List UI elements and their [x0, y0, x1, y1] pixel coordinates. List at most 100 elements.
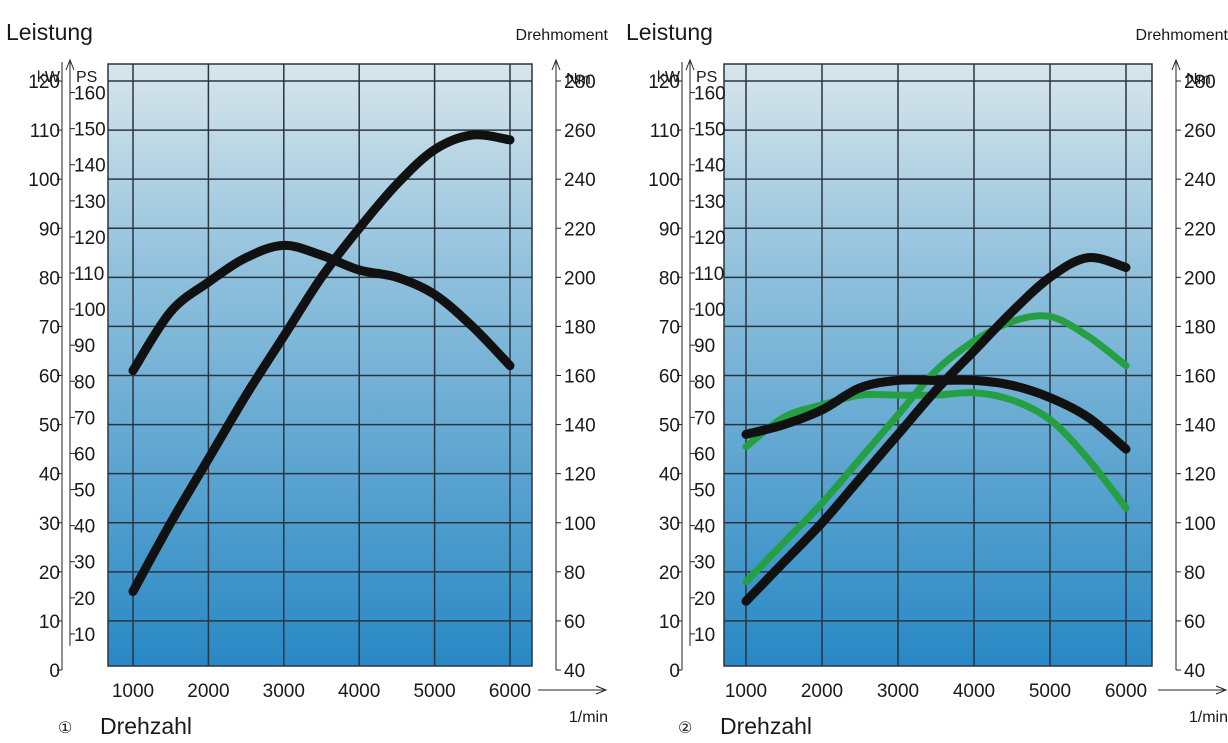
nm-tick-label: 80 [564, 563, 585, 584]
x-tick-label: 2000 [801, 681, 843, 702]
x-unit: 1/min [569, 709, 608, 726]
nm-tick-label: 120 [1184, 465, 1216, 486]
ps-tick-label: 130 [694, 192, 726, 213]
nm-unit: Nm [1186, 71, 1211, 88]
ps-tick-label: 140 [694, 156, 726, 177]
nm-tick-label: 100 [1184, 514, 1216, 535]
nm-tick-label: 80 [1184, 563, 1205, 584]
ps-arrow-icon [685, 58, 695, 71]
kw-tick-label: 110 [30, 121, 60, 142]
x-unit: 1/min [1189, 709, 1228, 726]
kw-tick-label: 10 [659, 612, 680, 633]
x-tick-label: 6000 [489, 681, 531, 702]
ps-tick-label: 80 [74, 372, 95, 393]
ps-tick-label: 90 [74, 336, 95, 357]
nm-tick-label: 120 [564, 465, 596, 486]
ps-tick-label: 30 [74, 553, 95, 574]
x-tick-label: 6000 [1105, 681, 1147, 702]
kw-tick-label: 50 [659, 416, 680, 437]
nm-tick-label: 180 [1184, 317, 1216, 338]
title-right: Drehmoment [516, 27, 609, 44]
ps-tick-label: 120 [74, 228, 106, 249]
x-tick-label: 1000 [112, 681, 154, 702]
ps-tick-label: 60 [74, 444, 95, 465]
kw-tick-label: 30 [39, 514, 60, 535]
series-black-torque-line [128, 240, 515, 376]
kw-tick-label: 50 [39, 416, 60, 437]
kw-tick-label: 40 [659, 465, 680, 486]
nm-tick-label: 240 [1184, 170, 1216, 191]
x-tick-label: 2000 [187, 681, 229, 702]
nm-tick-label: 60 [564, 612, 585, 633]
ps-tick-label: 70 [74, 408, 95, 429]
nm-tick-label: 160 [564, 367, 596, 388]
series-black-torque-line [741, 375, 1131, 454]
kw-tick-label: 20 [659, 563, 680, 584]
ps-tick-label: 100 [694, 300, 726, 321]
ps-tick-label: 10 [694, 625, 715, 646]
nm-tick-label: 200 [1184, 268, 1216, 289]
x-tick-label: 5000 [413, 681, 455, 702]
chart-1: Leistung Drehmoment 0 10 20 30 40 50 60 70 80 90 100… [6, 19, 609, 739]
kw-tick-label: 110 [650, 121, 680, 142]
grid [724, 64, 1152, 666]
ps-tick-label: 160 [694, 84, 726, 105]
ps-tick-label: 100 [74, 300, 106, 321]
series-green-power-line [742, 312, 1130, 586]
chart-2: Leistung Drehmoment 0 10 20 30 40 50 60 70 80 90 100… [626, 19, 1228, 739]
nm-arrow-icon [1171, 58, 1181, 71]
kw-tick-label: 20 [39, 563, 60, 584]
x-tick-label: 4000 [338, 681, 380, 702]
ps-tick-label: 160 [74, 84, 106, 105]
kw-tick-label: 100 [648, 170, 680, 191]
x-tick-label: 3000 [263, 681, 305, 702]
ps-tick-label: 150 [74, 120, 106, 141]
nm-tick-label: 40 [564, 661, 585, 682]
x-tick-label: 4000 [953, 681, 995, 702]
ps-tick-label: 110 [74, 264, 104, 285]
ps-tick-label: 110 [694, 264, 724, 285]
x-tick-label: 5000 [1029, 681, 1071, 702]
kw-unit: kW [37, 69, 61, 86]
kw-tick-label: 0 [669, 661, 680, 682]
plot-frame [723, 63, 1153, 667]
kw-tick-label: 120 [28, 72, 60, 93]
chart-number: ② [678, 720, 692, 737]
x-axis-label: Drehzahl [720, 713, 812, 739]
nm-tick-label: 200 [564, 268, 596, 289]
kw-tick-label: 80 [659, 268, 680, 289]
kw-tick-label: 90 [39, 219, 60, 240]
ps-tick-label: 30 [694, 553, 715, 574]
x-arrow-icon [1215, 685, 1228, 695]
ps-tick-label: 10 [74, 625, 95, 646]
ps-tick-label: 130 [74, 192, 106, 213]
ps-unit: PS [696, 69, 717, 86]
kw-tick-label: 70 [659, 317, 680, 338]
title-right: Drehmoment [1136, 27, 1228, 44]
nm-tick-label: 220 [564, 219, 596, 240]
nm-tick-label: 260 [1184, 121, 1216, 142]
kw-tick-label: 90 [659, 219, 680, 240]
nm-unit: Nm [566, 71, 591, 88]
ps-tick-label: 40 [74, 517, 95, 538]
nm-tick-label: 40 [1184, 661, 1205, 682]
kw-unit: kW [657, 69, 681, 86]
nm-tick-label: 60 [1184, 612, 1205, 633]
x-arrow-icon [595, 685, 608, 695]
ps-tick-label: 90 [694, 336, 715, 357]
title-left: Leistung [626, 19, 713, 45]
x-tick-label: 1000 [725, 681, 767, 702]
ps-tick-label: 50 [694, 481, 715, 502]
kw-tick-label: 0 [49, 661, 60, 682]
x-axis-label: Drehzahl [100, 713, 192, 739]
kw-tick-label: 30 [659, 514, 680, 535]
nm-tick-label: 260 [564, 121, 596, 142]
ps-tick-label: 120 [694, 228, 726, 249]
nm-tick-label: 160 [1184, 367, 1216, 388]
ps-tick-label: 50 [74, 481, 95, 502]
plot-frame [107, 63, 533, 667]
kw-tick-label: 120 [648, 72, 680, 93]
nm-arrow-icon [551, 58, 561, 71]
kw-tick-label: 70 [39, 317, 60, 338]
